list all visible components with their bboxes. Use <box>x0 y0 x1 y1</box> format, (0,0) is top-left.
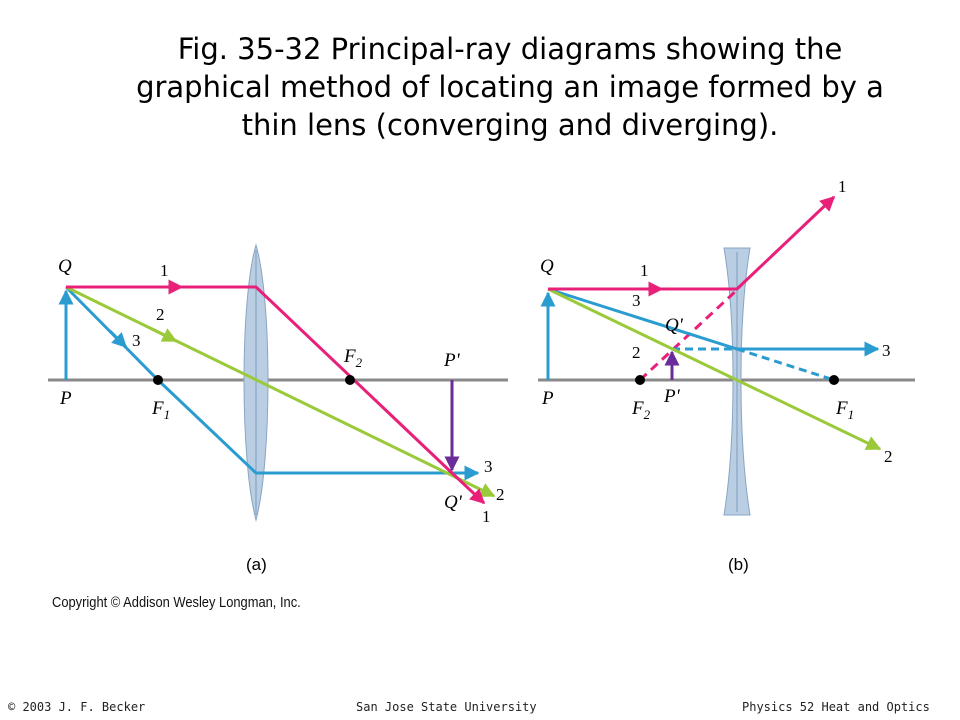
footer-university: San Jose State University <box>356 700 537 714</box>
title-line-3: thin lens (converging and diverging). <box>241 108 779 142</box>
label-f1-sub-b: 1 <box>848 407 855 422</box>
label-ray-2-end-b: 2 <box>884 447 893 466</box>
label-ray-3-end-a: 3 <box>484 457 493 476</box>
slide-title: Fig. 35-32 Principal-ray diagrams showin… <box>100 30 920 144</box>
focal-point-f2-b <box>635 375 645 385</box>
label-ray-3-b: 3 <box>632 291 641 310</box>
label-f2-b: F2 <box>631 398 651 422</box>
label-q-a: Q <box>58 256 72 277</box>
label-p-image-b: P' <box>663 386 681 407</box>
caption-b: (b) <box>728 555 749 574</box>
label-ray-2-a: 2 <box>156 305 165 324</box>
label-ray-2-b: 2 <box>632 343 641 362</box>
label-f1-sub-a: 1 <box>164 407 171 422</box>
label-ray-2-end-a: 2 <box>496 485 505 504</box>
label-f1-a: F1 <box>151 398 170 422</box>
focal-point-f1-b <box>829 375 839 385</box>
diagram-a: Q P F1 F2 P' Q' 1 2 3 3 2 1 (a) <box>48 243 508 574</box>
label-p-b: P <box>541 388 554 409</box>
label-q-image-b: Q' <box>665 315 684 336</box>
label-f2-letter-a: F <box>343 346 356 367</box>
ray-2-b <box>547 287 882 451</box>
ray-3-b <box>547 287 856 351</box>
caption-a: (a) <box>246 555 267 574</box>
copyright-notice: Copyright © Addison Wesley Longman, Inc. <box>52 594 301 611</box>
label-f2-sub-b: 2 <box>644 407 651 422</box>
label-f2-a: F2 <box>343 346 363 370</box>
label-ray-3-end-b: 3 <box>882 341 891 360</box>
title-line-2: graphical method of locating an image fo… <box>136 70 884 104</box>
footer-author: © 2003 J. F. Becker <box>8 700 146 714</box>
label-f1-letter-a: F <box>151 398 164 419</box>
label-ray-1-b: 1 <box>640 261 649 280</box>
footer-course: Physics 52 Heat and Optics <box>742 700 930 714</box>
title-line-1: Fig. 35-32 Principal-ray diagrams showin… <box>177 32 843 66</box>
ray-3-mid-arrow-a <box>108 329 128 349</box>
focal-point-f1-a <box>153 375 163 385</box>
ray-1-a <box>66 285 486 505</box>
diagram-b: Q P F2 F1 P' Q' 1 3 2 1 3 2 (b) <box>538 177 915 574</box>
ray-2-mid-arrow-a <box>149 326 178 343</box>
ray-3-to-f1-b <box>736 347 835 382</box>
focal-point-f2-a <box>345 375 355 385</box>
ray-1-b <box>548 195 836 291</box>
label-p-image-a: P' <box>443 350 461 371</box>
label-ray-1-end-a: 1 <box>482 507 491 526</box>
label-f2-letter-b: F <box>631 398 644 419</box>
ray-2-a <box>65 285 496 498</box>
label-f1-letter-b: F <box>835 398 848 419</box>
label-f2-sub-a: 2 <box>356 355 363 370</box>
label-ray-1-end-b: 1 <box>838 177 847 196</box>
label-q-image-a: Q' <box>444 492 463 513</box>
label-ray-1-a: 1 <box>160 261 169 280</box>
label-f1-b: F1 <box>835 398 854 422</box>
label-p-a: P <box>59 388 72 409</box>
label-q-b: Q <box>540 256 554 277</box>
label-ray-3-a: 3 <box>132 331 141 350</box>
